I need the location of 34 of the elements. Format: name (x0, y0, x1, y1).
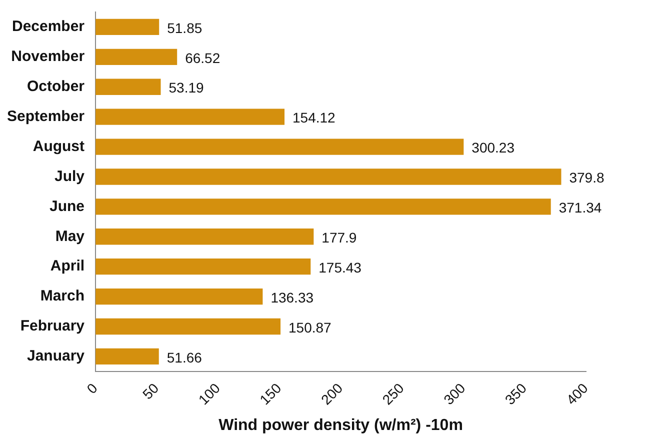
y-tick-label: September (6, 108, 85, 125)
data-label: 150.87 (288, 319, 332, 336)
data-label: 51.85 (167, 20, 202, 36)
data-label: 66.52 (185, 50, 220, 66)
x-tick-label: 50 (139, 380, 162, 402)
y-tick-label: February (20, 318, 86, 335)
y-tick-label: April (50, 258, 85, 275)
data-label: 175.43 (318, 259, 362, 276)
y-tick-label: January (26, 348, 86, 365)
y-tick-label: June (50, 198, 85, 215)
y-tick-label: October (27, 78, 85, 96)
x-tick-label: 250 (379, 380, 408, 408)
data-label: 53.19 (168, 80, 204, 96)
data-label: 300.23 (472, 140, 515, 156)
data-label: 371.34 (558, 200, 602, 216)
data-label: 177.9 (322, 229, 357, 246)
x-tick-label: 300 (440, 380, 468, 408)
data-label: 379.8 (569, 170, 604, 186)
data-label: 136.33 (270, 289, 314, 306)
y-tick-label: December (12, 18, 85, 36)
x-tick-label: 150 (256, 380, 284, 408)
x-tick-label: 200 (318, 380, 346, 408)
y-tick-label: March (40, 288, 85, 305)
data-label: 154.12 (292, 110, 336, 126)
x-tick-label: 400 (563, 380, 591, 408)
y-tick-label: August (32, 138, 85, 155)
data-label: 51.66 (166, 349, 202, 366)
y-tick-label: November (11, 48, 85, 66)
x-tick-label: 0 (84, 380, 101, 397)
y-tick-label: May (55, 228, 86, 245)
x-axis-title: Wind power density (w/m²) -10m (218, 416, 463, 434)
y-tick-label: July (54, 168, 86, 185)
x-tick-label: 350 (502, 380, 530, 408)
x-tick-label: 100 (195, 380, 224, 408)
